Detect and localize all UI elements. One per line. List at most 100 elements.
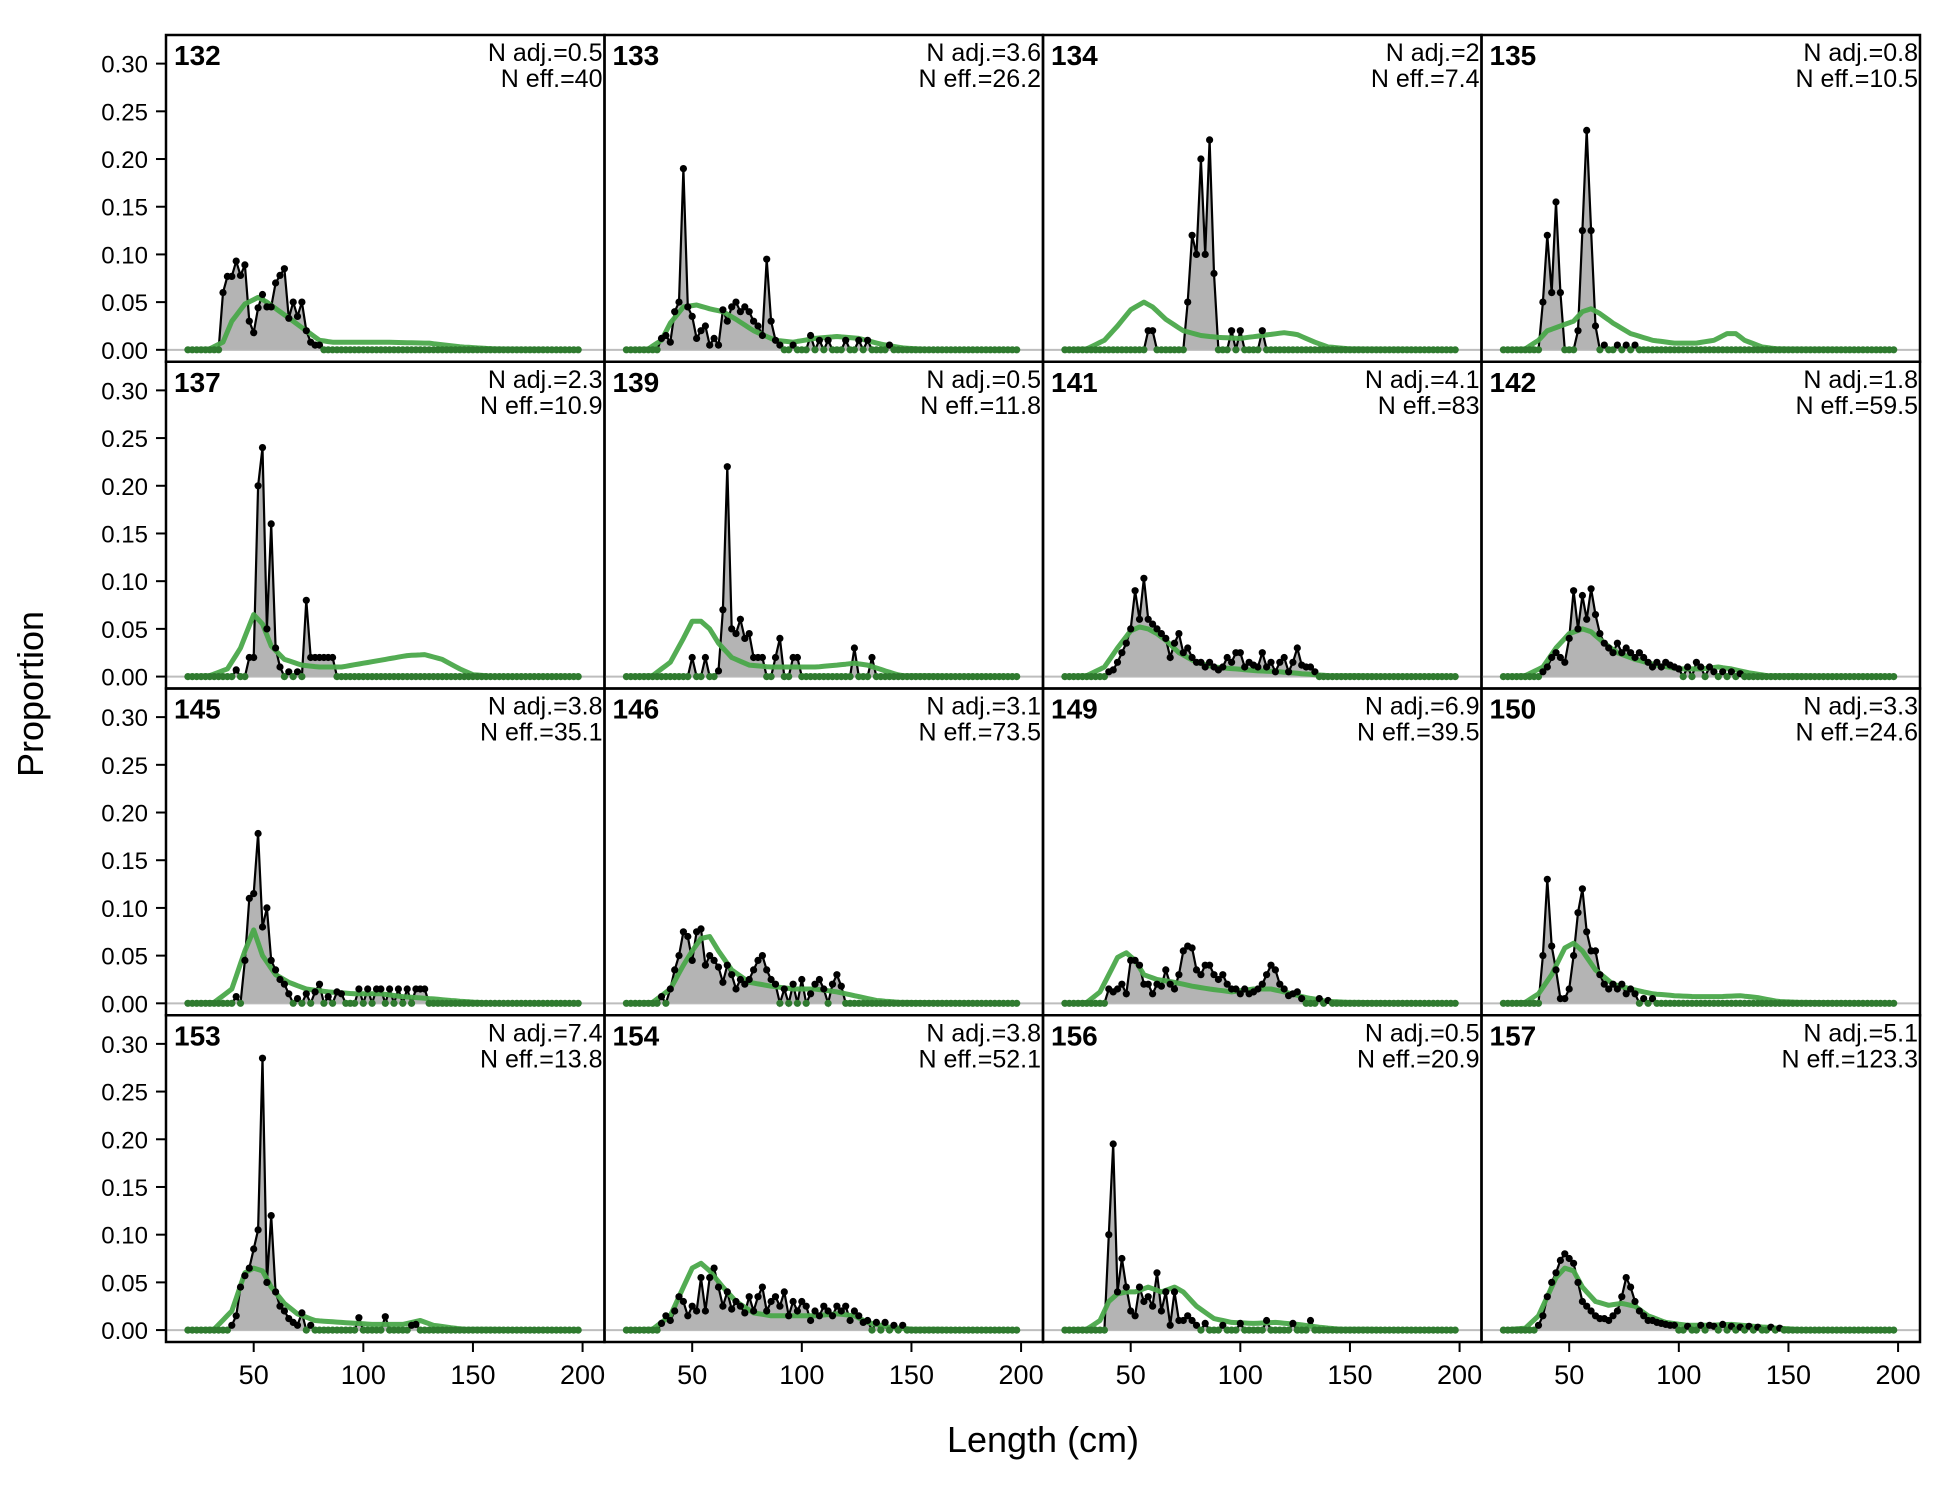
observed-point xyxy=(732,1297,740,1306)
y-tick-label: 0.15 xyxy=(101,195,148,222)
observed-point xyxy=(679,165,688,173)
observed-point xyxy=(1131,1312,1139,1320)
n-eff-label: N eff.=13.8 xyxy=(480,1045,603,1073)
observed-point xyxy=(250,890,258,898)
n-eff-label: N eff.=24.6 xyxy=(1795,719,1918,747)
observed-point xyxy=(701,1307,710,1315)
panel-156: 156 N adj.=0.5N eff.=20.9 xyxy=(1041,1014,1483,1344)
observed-point xyxy=(1653,658,1661,666)
observed-point xyxy=(285,668,293,676)
observed-point xyxy=(662,331,670,340)
observed-point xyxy=(675,1293,683,1301)
observed-point xyxy=(1578,591,1586,600)
observed-point xyxy=(245,894,253,903)
observed-point xyxy=(872,1318,881,1326)
zero-point xyxy=(1197,1326,1205,1334)
observed-point xyxy=(1162,966,1170,974)
zero-point xyxy=(1534,673,1543,681)
zero-point xyxy=(1627,346,1635,354)
observed-point xyxy=(1552,198,1560,206)
observed-point xyxy=(793,1307,802,1315)
observed-point xyxy=(688,653,696,662)
observed-point xyxy=(1263,1316,1271,1325)
zero-point xyxy=(684,673,692,681)
observed-point xyxy=(710,334,718,342)
n-adj-label: N adj.=5.1 xyxy=(1803,1019,1918,1047)
zero-point xyxy=(1451,999,1459,1007)
observed-point xyxy=(785,1312,793,1320)
observed-area xyxy=(187,447,579,677)
observed-point xyxy=(1280,653,1288,662)
observed-point xyxy=(693,1307,701,1315)
zero-point xyxy=(1311,999,1319,1007)
n-eff-label: N eff.=52.1 xyxy=(918,1045,1041,1073)
observed-area xyxy=(626,1268,1017,1331)
observed-point xyxy=(1648,663,1657,671)
observed-point xyxy=(1206,136,1214,144)
zero-point xyxy=(1258,1326,1266,1334)
panel-label: 139 xyxy=(613,367,660,398)
observed-point xyxy=(1236,990,1244,998)
observed-area xyxy=(187,833,579,1004)
panel-153: 153 N adj.=7.4N eff.=13.8 xyxy=(164,1014,606,1344)
observed-point xyxy=(666,338,674,346)
observed-point xyxy=(263,1278,271,1286)
observed-point xyxy=(1565,634,1573,643)
observed-point xyxy=(837,982,845,990)
x-tick-label: 150 xyxy=(889,1360,934,1390)
observed-point xyxy=(1271,668,1279,676)
observed-point xyxy=(837,1307,845,1315)
zero-point xyxy=(653,346,661,354)
observed-point xyxy=(771,336,780,344)
observed-point xyxy=(842,1302,850,1310)
observed-point xyxy=(666,1316,674,1325)
panel-139: 139 N adj.=0.5N eff.=11.8 xyxy=(603,360,1045,690)
y-tick-label: 0.25 xyxy=(101,1080,148,1107)
observed-point xyxy=(293,995,302,1003)
zero-point xyxy=(785,346,793,354)
observed-point xyxy=(1258,649,1266,657)
observed-point xyxy=(1135,1283,1144,1291)
observed-point xyxy=(688,1302,696,1310)
observed-point xyxy=(1144,980,1152,988)
zero-point xyxy=(697,673,705,681)
observed-point xyxy=(1561,658,1569,666)
zero-point xyxy=(241,673,249,681)
y-tick-label: 0.30 xyxy=(101,705,148,732)
observed-point xyxy=(1201,663,1209,671)
n-eff-label: N eff.=26.2 xyxy=(918,65,1041,93)
zero-point xyxy=(846,673,854,681)
n-adj-label: N adj.=0.5 xyxy=(926,366,1041,394)
y-tick-label: 0.10 xyxy=(101,1223,148,1250)
observed-point xyxy=(1276,980,1284,988)
observed-point xyxy=(1201,1319,1209,1327)
observed-point xyxy=(1640,995,1648,1003)
observed-point xyxy=(1657,663,1665,671)
zero-point xyxy=(785,999,793,1007)
observed-point xyxy=(377,985,385,993)
zero-point xyxy=(1644,999,1652,1007)
observed-point xyxy=(355,985,363,993)
observed-point xyxy=(1648,995,1657,1003)
zero-point xyxy=(824,999,832,1007)
y-tick-label: 0.10 xyxy=(101,569,148,596)
observed-point xyxy=(833,1302,841,1310)
zero-point xyxy=(329,999,337,1007)
observed-point xyxy=(236,271,245,279)
observed-point xyxy=(1210,971,1218,979)
n-eff-label: N eff.=73.5 xyxy=(918,719,1041,747)
zero-point xyxy=(1530,1326,1538,1334)
observed-point xyxy=(758,952,767,960)
zero-point xyxy=(881,346,889,354)
observed-point xyxy=(767,975,775,984)
observed-point xyxy=(258,444,267,452)
observed-point xyxy=(302,596,310,604)
observed-point xyxy=(307,1321,315,1329)
observed-point xyxy=(1591,947,1600,955)
zero-point xyxy=(802,999,810,1007)
zero-point xyxy=(574,999,582,1007)
observed-point xyxy=(386,985,394,993)
observed-point xyxy=(679,1297,688,1306)
n-adj-label: N adj.=3.8 xyxy=(488,693,603,721)
observed-point xyxy=(688,956,696,965)
